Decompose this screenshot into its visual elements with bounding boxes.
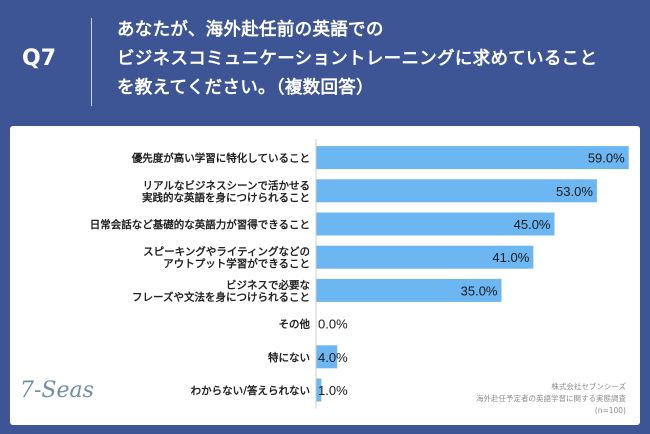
category-label: 実践的な英語を身につけられること	[142, 191, 310, 204]
question-text: あなたが、海外赴任前の英語での ビジネスコミュニケーショントレーニングに求めてい…	[117, 16, 637, 103]
question-header: Q7 あなたが、海外赴任前の英語での ビジネスコミュニケーショントレーニングに求…	[0, 0, 650, 122]
bar	[316, 378, 322, 402]
category-label: 優先度が高い学習に特化していること	[131, 152, 310, 165]
bar	[316, 212, 555, 236]
data-label: 35.0%	[461, 283, 498, 298]
question-line: ビジネスコミュニケーショントレーニングに求めていること	[117, 49, 598, 69]
brand-logo: 7-Seas	[20, 378, 94, 403]
bar	[316, 179, 597, 203]
question-line: あなたが、海外赴任前の英語での	[117, 20, 384, 40]
bar	[316, 345, 338, 369]
data-label: 59.0%	[588, 151, 625, 166]
bar	[316, 278, 502, 302]
bar	[316, 245, 534, 269]
question-line: を教えてください。（複数回答）	[117, 78, 374, 98]
category-label: リアルなビジネスシーンで活かせる	[143, 179, 310, 192]
header-divider	[91, 18, 92, 106]
data-label: 41.0%	[492, 250, 529, 265]
category-label: ビジネスで必要な	[226, 278, 310, 291]
credit-company: 株式会社セブンシーズ	[551, 382, 626, 391]
data-label: 53.0%	[556, 184, 593, 199]
category-label: 特にない	[268, 351, 310, 364]
data-label: 45.0%	[514, 217, 551, 232]
credit-survey: 海外赴任予定者の英語学習に関する実態調査	[476, 394, 626, 403]
category-label: スピーキングやライティングなどの	[143, 245, 310, 258]
category-label: フレーズや文法を身につけられること	[132, 290, 310, 303]
category-label: 日常会話など基礎的な英語力が習得できること	[90, 218, 310, 231]
data-label: 0.0%	[318, 317, 348, 332]
bar	[316, 146, 629, 170]
category-label: アウトプット学習ができること	[163, 257, 310, 270]
question-number: Q7	[22, 46, 57, 71]
source-credit: 株式会社セブンシーズ 海外赴任予定者の英語学習に関する実態調査 (n=100)	[406, 381, 626, 417]
data-label: 1.0%	[318, 383, 348, 398]
chart-card: 59.0% 優先度が高い学習に特化していること 53.0% リアルなビジネスシーンで活…	[10, 126, 640, 425]
credit-sample: (n=100)	[594, 406, 626, 415]
bar-chart: 59.0% 優先度が高い学習に特化していること 53.0% リアルなビジネスシーンで活…	[90, 139, 629, 409]
data-label: 4.0%	[318, 350, 348, 365]
category-label: その他	[279, 318, 311, 331]
category-label: わからない/答えられない	[191, 384, 310, 397]
